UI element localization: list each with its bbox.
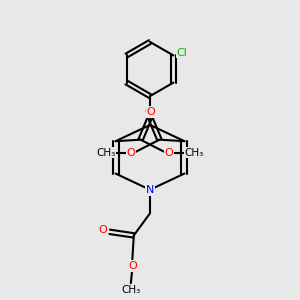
Text: CH₃: CH₃ xyxy=(184,148,204,158)
Text: N: N xyxy=(146,185,154,195)
Text: O: O xyxy=(145,107,154,117)
Text: O: O xyxy=(128,261,137,271)
Text: CH₃: CH₃ xyxy=(96,148,116,158)
Text: CH₃: CH₃ xyxy=(121,285,140,295)
Text: O: O xyxy=(99,225,108,236)
Text: O: O xyxy=(165,148,173,158)
Text: O: O xyxy=(127,148,135,158)
Text: O: O xyxy=(146,107,155,117)
Text: Cl: Cl xyxy=(177,47,188,58)
